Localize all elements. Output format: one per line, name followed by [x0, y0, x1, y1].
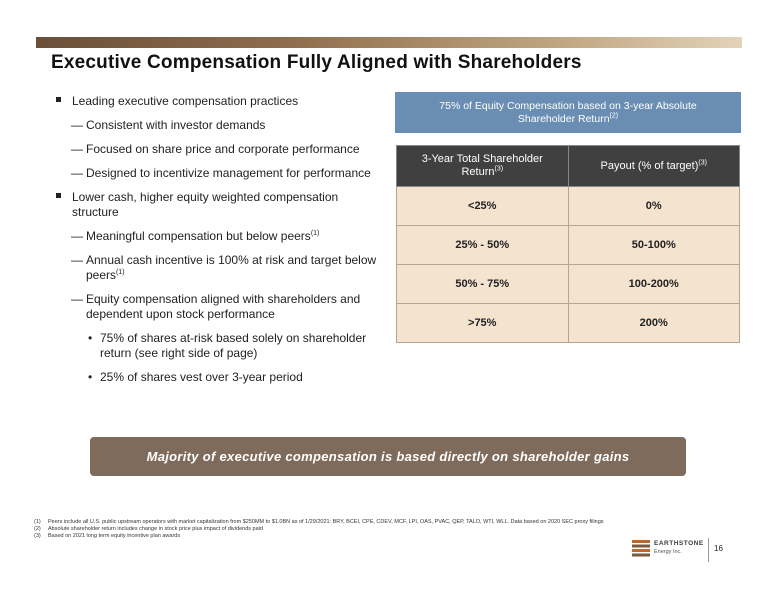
payout-table: 3-Year Total Shareholder Return(3) Payou… [396, 145, 740, 343]
sub-bullet-item: — Focused on share price and corporate pe… [71, 142, 360, 156]
table-row: <25% 0% [396, 186, 740, 226]
dash-bullet-icon: — [71, 253, 83, 267]
footnotes: (1) Peers include all U.S. public upstrea… [34, 519, 634, 539]
sub-bullet-item: — Meaningful compensation but below peers… [71, 229, 320, 243]
bullet-item: Lower cash, higher equity weighted compe… [56, 190, 386, 220]
table-row: 25% - 50% 50-100% [396, 225, 740, 265]
column-header-payout: Payout (% of target)(3) [567, 145, 740, 187]
square-bullet-icon [56, 97, 61, 102]
table-header-row: 3-Year Total Shareholder Return(3) Payou… [396, 145, 740, 187]
bullet-item: Leading executive compensation practices [56, 94, 386, 109]
footer-divider [708, 538, 709, 562]
equity-box-line1: 75% of Equity Compensation based on 3-ye… [439, 99, 697, 112]
logo-name: EARTHSTONE [654, 540, 704, 547]
dash-bullet-icon: — [71, 229, 83, 243]
dash-bullet-icon: — [71, 166, 83, 180]
tsr-cell: >75% [396, 303, 569, 343]
tsr-cell: 50% - 75% [396, 264, 569, 304]
header-bar [36, 37, 742, 48]
footnote: (2) Absolute shareholder return includes … [34, 525, 263, 532]
page-title: Executive Compensation Fully Aligned wit… [51, 52, 582, 73]
table-row: >75% 200% [396, 303, 740, 343]
dot-bullet-icon: • [88, 331, 93, 345]
sub-sub-bullet-item: • 75% of shares at-risk based solely on s… [88, 331, 367, 360]
tsr-cell: 25% - 50% [396, 225, 569, 265]
sub-sub-bullet-item: • 25% of shares vest over 3-year period [88, 370, 303, 384]
dash-bullet-icon: — [71, 118, 83, 132]
table-row: 50% - 75% 100-200% [396, 264, 740, 304]
dot-bullet-icon: • [88, 370, 93, 384]
payout-cell: 50-100% [567, 225, 740, 265]
summary-banner: Majority of executive compensation is ba… [90, 437, 686, 476]
logo-subtitle: Energy Inc. [654, 549, 682, 555]
column-header-tsr: 3-Year Total Shareholder Return(3) [396, 145, 569, 187]
payout-cell: 100-200% [567, 264, 740, 304]
sub-bullet-item: — Equity compensation aligned with shareh… [71, 292, 361, 321]
earthstone-logo-icon [632, 540, 650, 557]
sub-bullet-item: — Annual cash incentive is 100% at risk a… [71, 253, 377, 282]
equity-info-box: 75% of Equity Compensation based on 3-ye… [395, 92, 741, 133]
payout-cell: 0% [567, 186, 740, 226]
tsr-cell: <25% [396, 186, 569, 226]
page-number: 16 [714, 544, 723, 553]
payout-cell: 200% [567, 303, 740, 343]
footnote: (3) Based on 2021 long term equity incent… [34, 532, 181, 539]
bullet-list: Leading executive compensation practices… [56, 94, 386, 394]
square-bullet-icon [56, 193, 61, 198]
dash-bullet-icon: — [71, 142, 83, 156]
equity-box-line2: Shareholder Return(2) [517, 112, 619, 125]
company-logo: EARTHSTONE Energy Inc. [632, 536, 704, 560]
sub-bullet-item: — Consistent with investor demands [71, 118, 266, 132]
dash-bullet-icon: — [71, 292, 83, 306]
footnote: (1) Peers include all U.S. public upstrea… [34, 519, 604, 525]
sub-bullet-item: — Designed to incentivize management for … [71, 166, 371, 180]
